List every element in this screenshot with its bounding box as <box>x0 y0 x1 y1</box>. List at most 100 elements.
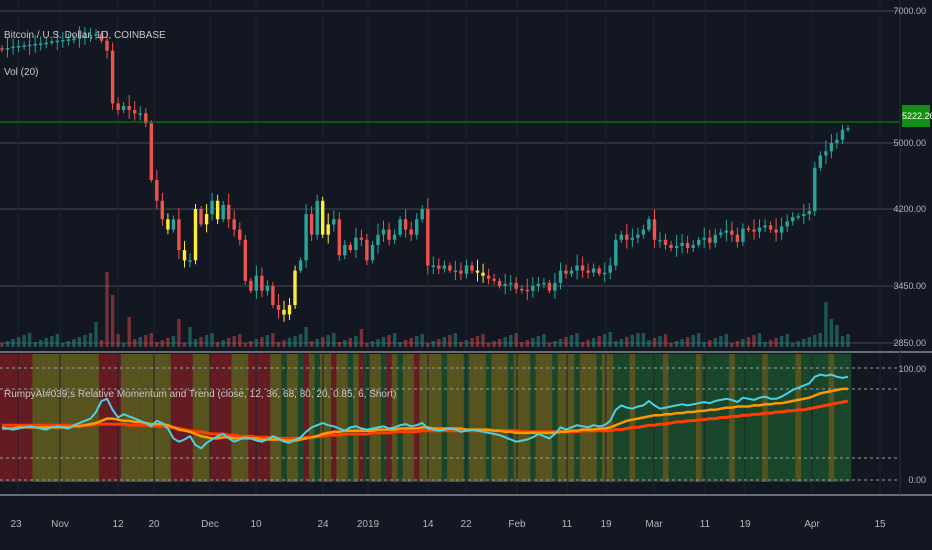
candle-body <box>724 230 728 233</box>
volume-bar <box>603 334 607 347</box>
candle-body <box>591 268 596 273</box>
volume-bar <box>309 341 314 347</box>
momentum-zone <box>430 354 437 482</box>
candle-body <box>564 270 568 274</box>
volume-bar <box>431 341 435 347</box>
candle-body <box>531 286 535 291</box>
volume-bar <box>685 337 690 347</box>
price-label: 5000.00 <box>893 138 926 148</box>
candle-body <box>829 143 834 152</box>
volume-bar <box>719 336 723 347</box>
volume-bar <box>27 333 32 347</box>
momentum-zone <box>336 354 343 482</box>
momentum-zone <box>496 354 503 482</box>
momentum-zone <box>679 354 686 482</box>
candlesticks <box>0 26 850 322</box>
volume-bar <box>260 337 264 347</box>
candle-body <box>486 275 491 279</box>
volume-bar <box>586 340 590 347</box>
candle-body <box>553 282 557 291</box>
candle-body <box>558 270 563 283</box>
momentum-zone <box>237 354 244 482</box>
candle-body <box>497 280 502 286</box>
volume-bar <box>376 339 380 347</box>
momentum-zone <box>242 354 249 482</box>
candle-body <box>520 288 524 291</box>
candle-body <box>188 260 192 262</box>
momentum-zone <box>0 354 6 482</box>
momentum-zone <box>524 354 531 482</box>
candle-body <box>309 214 314 235</box>
volume-bar <box>542 334 546 347</box>
candle-body <box>802 214 806 217</box>
momentum-zone <box>601 354 608 482</box>
candle-body <box>287 305 292 315</box>
candle-body <box>215 200 220 220</box>
candle-body <box>392 234 397 240</box>
volume-bar <box>105 272 109 347</box>
volume-bar <box>575 333 579 347</box>
volume-bar <box>265 335 270 347</box>
volume-bar <box>16 337 21 347</box>
candle-body <box>658 239 662 242</box>
volume-bar <box>553 341 557 347</box>
candle-body <box>663 239 668 245</box>
candle-body <box>680 242 684 246</box>
volume-bar <box>343 340 347 347</box>
price-label: 2850.00 <box>893 338 926 348</box>
volume-bar <box>636 333 640 347</box>
volume-bar <box>11 339 15 347</box>
volume-bar <box>614 341 618 347</box>
candle-body <box>61 40 65 42</box>
volume-bar <box>813 335 817 347</box>
candle-body <box>0 48 4 50</box>
candle-body <box>337 219 341 256</box>
volume-bar <box>437 339 441 347</box>
volume-bar <box>99 340 104 347</box>
time-label: 14 <box>422 519 434 530</box>
time-label: 19 <box>600 519 612 530</box>
volume-bar <box>50 336 54 347</box>
momentum-zone <box>823 354 830 482</box>
candle-body <box>121 106 126 110</box>
volume-bar <box>409 338 413 347</box>
candle-body <box>464 265 469 274</box>
momentum-zone <box>695 354 702 482</box>
candle-body <box>509 282 513 285</box>
candle-body <box>442 265 446 269</box>
momentum-zone <box>65 354 72 482</box>
volume-bar <box>597 336 601 347</box>
volume-legend[interactable]: Vol (20) <box>4 67 39 78</box>
momentum-zone <box>596 354 603 482</box>
volume-bar <box>779 336 784 347</box>
indicator-legend[interactable]: RumpyAt#039;s Relative Momentum and Tren… <box>4 389 397 400</box>
momentum-zone <box>413 354 420 482</box>
candle-body <box>127 106 131 110</box>
momentum-zone <box>181 354 188 482</box>
momentum-zone <box>82 354 89 482</box>
volume-bar <box>193 339 198 347</box>
candle-body <box>630 237 634 240</box>
volume-bar <box>88 333 93 347</box>
momentum-zone <box>557 354 564 482</box>
momentum-zone <box>469 354 476 482</box>
volume-bar <box>420 334 424 347</box>
volume-bar <box>763 342 767 347</box>
momentum-zone <box>579 354 586 482</box>
candle-body <box>138 113 142 115</box>
candle-body <box>182 250 187 261</box>
volume-bar <box>365 343 369 347</box>
candle-body <box>746 228 751 230</box>
volume-bar <box>680 339 684 347</box>
candle-body <box>569 270 574 274</box>
momentum-zone <box>590 354 597 482</box>
momentum-zone <box>729 354 736 482</box>
momentum-zone <box>76 354 83 482</box>
momentum-zone <box>408 354 415 482</box>
time-label: 11 <box>561 519 573 530</box>
candle-body <box>171 219 176 230</box>
candle-body <box>641 229 646 235</box>
symbol-legend[interactable]: Bitcoin / U.S. Dollar, 1D, COINBASE <box>4 30 166 41</box>
candle-body <box>608 265 612 273</box>
